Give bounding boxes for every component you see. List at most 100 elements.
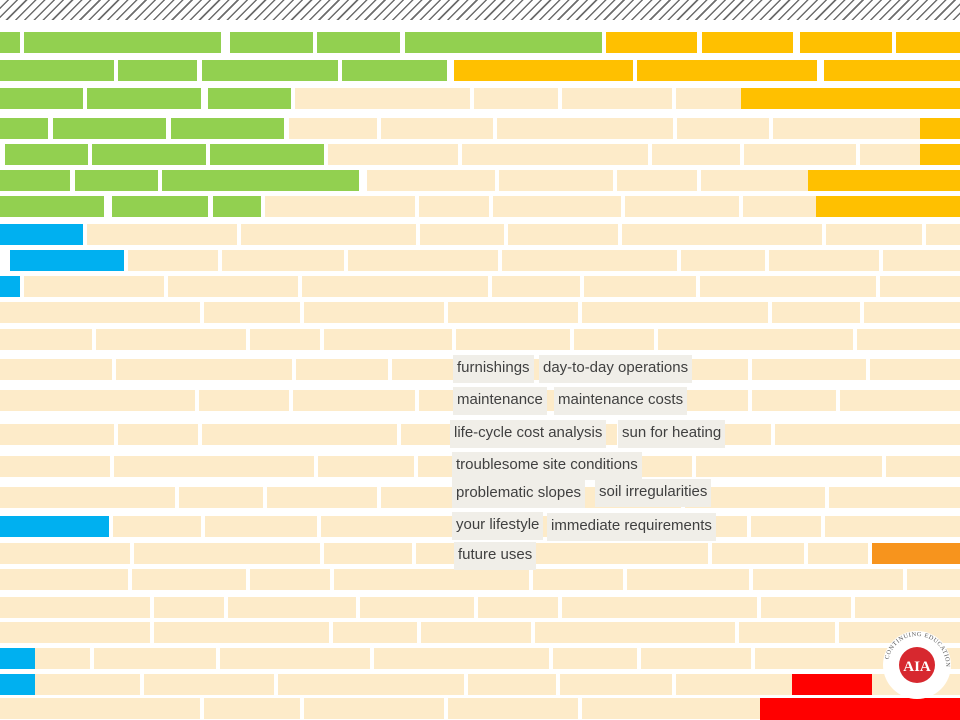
wall-brick <box>582 698 788 719</box>
wall-brick <box>499 170 613 191</box>
wall-brick <box>808 543 868 564</box>
wall-brick <box>250 329 320 350</box>
blue-brick <box>10 250 124 271</box>
wall-brick <box>677 118 769 139</box>
wall-brick <box>374 648 549 669</box>
green-brick <box>317 32 400 53</box>
wall-brick <box>419 196 489 217</box>
wall-brick <box>826 224 922 245</box>
wall-brick <box>870 359 960 380</box>
tag-furnishings: furnishings <box>453 355 534 383</box>
wall-brick <box>685 487 825 508</box>
wall-brick <box>462 144 648 165</box>
wall-brick <box>535 622 735 643</box>
wall-brick <box>0 698 200 719</box>
wall-brick <box>560 674 672 695</box>
green-brick <box>0 32 20 53</box>
wall-brick <box>478 597 558 618</box>
wall-brick <box>118 424 198 445</box>
tag-your-lifestyle: your lifestyle <box>452 512 544 540</box>
wall-brick <box>278 674 464 695</box>
wall-brick <box>744 144 856 165</box>
wall-brick <box>114 456 314 477</box>
wall-brick <box>250 569 330 590</box>
wall-brick <box>474 88 558 109</box>
tag-life-cycle-cost-analysis: life-cycle cost analysis <box>450 420 607 448</box>
wall-brick <box>448 302 578 323</box>
wall-brick <box>87 224 237 245</box>
blue-brick <box>0 224 83 245</box>
wall-brick <box>532 543 708 564</box>
wall-brick <box>584 276 696 297</box>
yellow-brick <box>816 196 960 217</box>
green-brick <box>92 144 206 165</box>
aia-continuing-education-logo: CONTINUING EDUCATION AIA <box>883 631 951 699</box>
aia-seal-icon <box>899 647 935 683</box>
yellow-brick <box>824 60 960 81</box>
wall-brick <box>304 302 444 323</box>
wall-brick <box>220 648 370 669</box>
wall-brick <box>752 359 866 380</box>
wall-brick <box>772 302 860 323</box>
wall-brick <box>864 302 960 323</box>
wall-brick <box>0 487 175 508</box>
wall-brick <box>293 390 415 411</box>
wall-brick <box>562 88 672 109</box>
green-brick <box>405 32 602 53</box>
wall-brick <box>0 543 130 564</box>
wall-brick <box>926 224 960 245</box>
green-brick <box>53 118 166 139</box>
wall-brick <box>134 543 320 564</box>
wall-brick <box>0 302 200 323</box>
wall-brick <box>752 390 836 411</box>
wall-brick <box>493 196 621 217</box>
hatched-top-border <box>0 0 960 20</box>
wall-brick <box>265 196 415 217</box>
wall-brick <box>154 597 224 618</box>
wall-brick <box>492 276 580 297</box>
green-brick <box>342 60 447 81</box>
green-brick <box>87 88 201 109</box>
wall-brick <box>700 276 876 297</box>
yellow-brick <box>920 118 960 139</box>
green-brick <box>0 118 48 139</box>
green-brick <box>171 118 284 139</box>
wall-brick <box>739 622 835 643</box>
wall-brick <box>116 359 292 380</box>
green-brick <box>24 32 221 53</box>
wall-brick <box>652 144 740 165</box>
wall-brick <box>421 622 531 643</box>
wall-brick <box>295 88 470 109</box>
wall-brick <box>502 250 677 271</box>
wall-brick <box>0 359 112 380</box>
wall-brick <box>775 424 960 445</box>
wall-brick <box>0 569 128 590</box>
green-brick <box>0 170 70 191</box>
blue-brick <box>0 516 109 537</box>
wall-brick <box>296 359 388 380</box>
green-brick <box>230 32 313 53</box>
wall-brick <box>381 118 493 139</box>
green-brick <box>75 170 158 191</box>
green-brick <box>112 196 208 217</box>
logo-mark-text: AIA <box>903 659 931 675</box>
wall-brick <box>267 487 377 508</box>
wall-brick <box>0 622 150 643</box>
blue-brick <box>0 276 20 297</box>
green-brick <box>202 60 338 81</box>
tag-immediate-requirements: immediate requirements <box>547 513 716 541</box>
wall-brick <box>328 144 458 165</box>
red-brick <box>792 674 872 695</box>
wall-brick <box>860 144 920 165</box>
wall-brick <box>367 170 495 191</box>
tag-sun-for-heating: sun for heating <box>618 420 726 448</box>
wall-brick <box>289 118 377 139</box>
tag-day-to-day-operations: day-to-day operations <box>539 355 693 383</box>
wall-brick <box>625 196 739 217</box>
wall-brick <box>658 329 853 350</box>
red-brick <box>760 698 960 720</box>
wall-brick <box>204 698 300 719</box>
green-brick <box>210 144 324 165</box>
yellow-brick <box>741 88 960 109</box>
tag-maintenance: maintenance <box>453 387 547 415</box>
